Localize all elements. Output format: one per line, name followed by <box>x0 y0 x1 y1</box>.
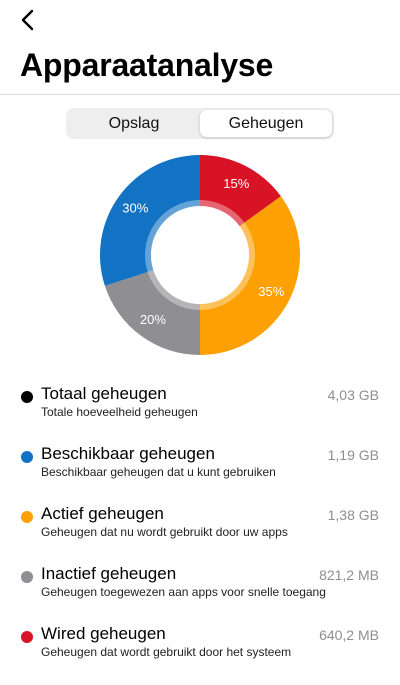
tab-opslag[interactable]: Opslag <box>108 114 160 132</box>
legend-dot <box>21 511 33 523</box>
legend-title: Totaal geheugen <box>41 384 167 403</box>
legend-dot <box>21 391 33 403</box>
slice-percent-label: 30% <box>122 200 148 215</box>
donut-slice-3 <box>104 270 200 355</box>
chevron-left-icon <box>20 8 36 37</box>
legend-description: Geheugen toegewezen aan apps voor snelle… <box>41 585 326 599</box>
donut-hole <box>151 206 249 304</box>
legend-description: Totale hoeveelheid geheugen <box>41 405 198 419</box>
tab-geheugen[interactable]: Geheugen <box>200 110 332 137</box>
legend-title: Beschikbaar geheugen <box>41 444 215 463</box>
slice-percent-label: 20% <box>140 312 166 327</box>
legend-item-inactive: Inactief geheugen Geheugen toegewezen aa… <box>0 563 400 623</box>
memory-legend: Totaal geheugen Totale hoeveelheid geheu… <box>0 383 400 683</box>
segmented-control: Opslag Geheugen <box>66 108 334 139</box>
header-divider <box>0 94 400 95</box>
slice-percent-label: 15% <box>223 176 249 191</box>
memory-donut-chart: 15% 35% 20% 30% <box>100 155 300 355</box>
slice-percent-label: 35% <box>258 284 284 299</box>
back-button[interactable] <box>14 8 42 36</box>
legend-title: Actief geheugen <box>41 504 164 523</box>
legend-description: Geheugen dat nu wordt gebruikt door uw a… <box>41 525 288 539</box>
legend-value: 1,38 GB <box>327 507 379 523</box>
legend-dot <box>21 571 33 583</box>
legend-item-active: Actief geheugen Geheugen dat nu wordt ge… <box>0 503 400 563</box>
legend-title: Wired geheugen <box>41 624 166 643</box>
legend-description: Geheugen dat wordt gebruikt door het sys… <box>41 645 292 659</box>
legend-title: Inactief geheugen <box>41 564 177 583</box>
donut-svg: 15% 35% 20% 30% <box>100 155 300 355</box>
legend-item-available: Beschikbaar geheugen Beschikbaar geheuge… <box>0 443 400 503</box>
donut-slice-4 <box>100 155 200 286</box>
legend-item-wired: Wired geheugen Geheugen dat wordt gebrui… <box>0 623 400 683</box>
donut-slice-2 <box>200 196 300 355</box>
donut-inner-ring <box>145 200 255 310</box>
legend-dot <box>21 451 33 463</box>
legend-value: 821,2 MB <box>319 567 379 583</box>
legend-description: Beschikbaar geheugen dat u kunt gebruike… <box>41 465 276 479</box>
legend-item-total: Totaal geheugen Totale hoeveelheid geheu… <box>0 383 400 443</box>
legend-value: 1,19 GB <box>327 447 379 463</box>
legend-value: 4,03 GB <box>327 387 379 403</box>
donut-slice-1 <box>200 155 281 227</box>
legend-value: 640,2 MB <box>319 627 379 643</box>
legend-dot <box>21 631 33 643</box>
page-title: Apparaatanalyse <box>20 47 274 83</box>
